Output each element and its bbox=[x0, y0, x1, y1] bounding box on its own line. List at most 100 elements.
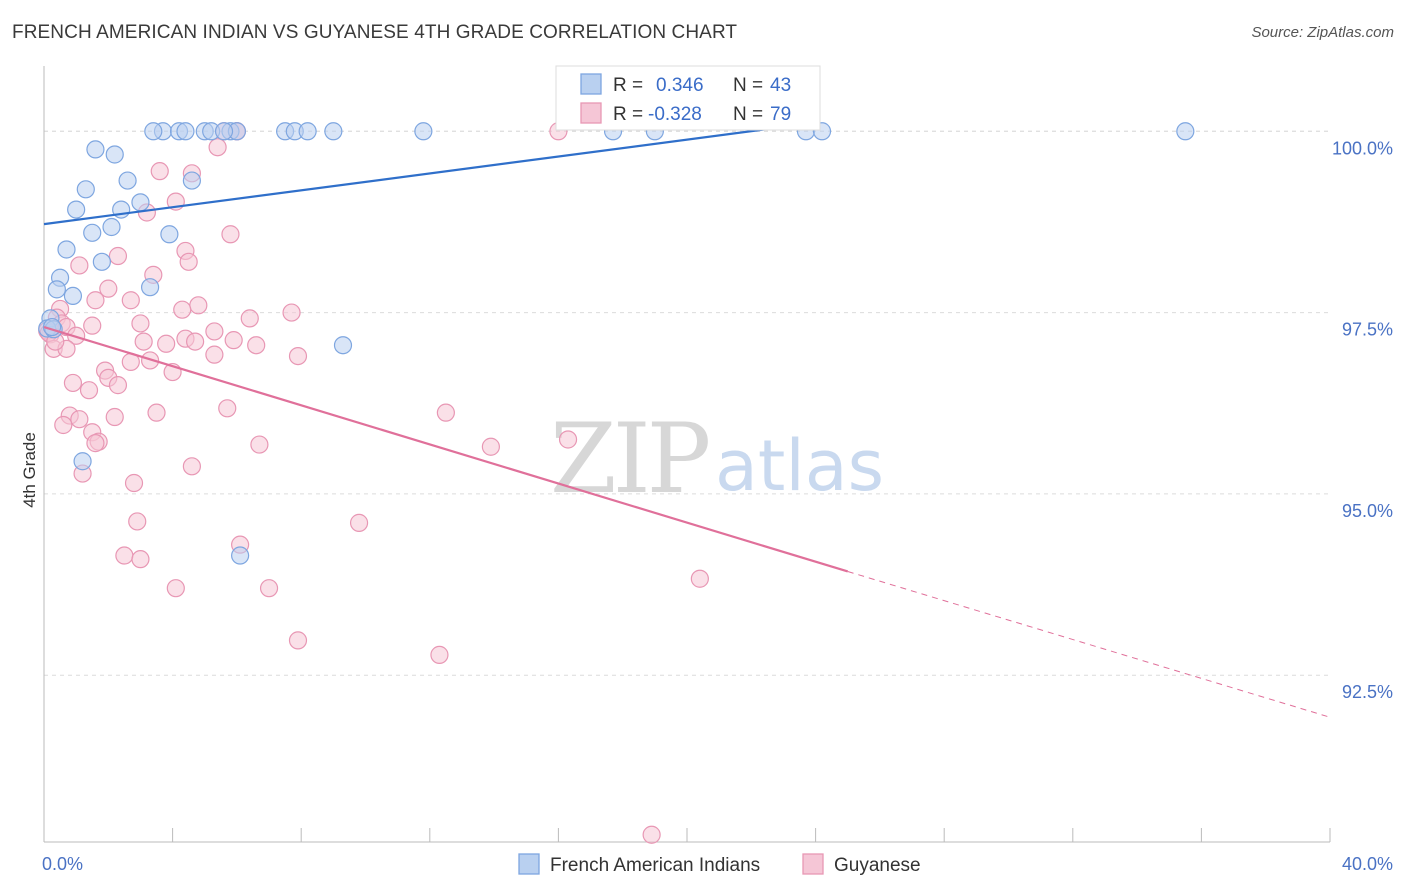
point-guyanese-61 bbox=[182, 457, 201, 476]
point-guyanese-3 bbox=[208, 138, 227, 157]
point-guyanese-58 bbox=[250, 435, 269, 454]
point-french-11 bbox=[324, 122, 343, 141]
point-guyanese-63 bbox=[124, 473, 144, 493]
watermark-atlas-text: atlas bbox=[715, 425, 884, 507]
point-guyanese-24 bbox=[131, 314, 150, 333]
stats-swatch-guyanese bbox=[580, 102, 602, 124]
point-french-17 bbox=[1176, 122, 1195, 141]
point-french-40 bbox=[73, 452, 92, 471]
legend-swatch-guyanese bbox=[802, 853, 824, 875]
point-guyanese-15 bbox=[86, 291, 105, 310]
point-guyanese-48 bbox=[218, 399, 237, 418]
point-french-34 bbox=[63, 286, 83, 305]
point-guyanese-16 bbox=[121, 291, 140, 310]
point-guyanese-22 bbox=[240, 309, 259, 328]
chart-title: FRENCH AMERICAN INDIAN VS GUYANESE 4TH G… bbox=[12, 22, 738, 43]
point-guyanese-60 bbox=[558, 430, 578, 449]
point-french-39 bbox=[333, 336, 353, 355]
point-guyanese-49 bbox=[147, 403, 166, 422]
stats-n-label-french: N = bbox=[733, 75, 763, 96]
point-french-30 bbox=[92, 252, 111, 271]
data-points bbox=[38, 122, 1195, 844]
point-guyanese-32 bbox=[224, 331, 243, 350]
point-french-29 bbox=[57, 240, 76, 259]
point-guyanese-17 bbox=[189, 296, 208, 315]
legend-label-french: French American Indians bbox=[550, 855, 760, 876]
axes bbox=[43, 66, 1331, 843]
point-french-19 bbox=[105, 145, 124, 164]
point-guyanese-14 bbox=[99, 279, 118, 298]
stats-r-value-guyanese: -0.328 bbox=[648, 104, 702, 125]
grid-lines bbox=[44, 130, 1330, 676]
point-guyanese-69 bbox=[690, 569, 709, 588]
point-french-28 bbox=[160, 225, 179, 244]
point-french-32 bbox=[47, 280, 66, 299]
point-guyanese-71 bbox=[259, 579, 279, 598]
y-tick-label-0: 100.0% bbox=[1332, 138, 1393, 158]
point-guyanese-34 bbox=[157, 334, 176, 353]
point-guyanese-35 bbox=[247, 336, 266, 355]
point-guyanese-20 bbox=[282, 303, 301, 322]
y-axis-label: 4th Grade bbox=[20, 432, 39, 508]
point-guyanese-50 bbox=[436, 403, 455, 422]
point-french-4 bbox=[144, 122, 163, 141]
point-guyanese-27 bbox=[205, 322, 224, 341]
chart-source: Source: ZipAtlas.com bbox=[1251, 24, 1394, 41]
point-guyanese-68 bbox=[131, 550, 150, 569]
stats-n-value-guyanese: 79 bbox=[770, 104, 791, 125]
trend-lines bbox=[43, 128, 1331, 718]
point-guyanese-65 bbox=[349, 513, 369, 532]
point-french-12 bbox=[414, 122, 433, 141]
point-guyanese-8 bbox=[221, 225, 240, 244]
point-guyanese-10 bbox=[108, 246, 128, 266]
trend-line-guyanese bbox=[43, 326, 849, 573]
point-guyanese-31 bbox=[186, 332, 205, 351]
point-french-10 bbox=[298, 122, 317, 141]
point-guyanese-38 bbox=[205, 345, 224, 364]
point-guyanese-74 bbox=[642, 825, 661, 844]
point-french-26 bbox=[102, 217, 121, 237]
point-guyanese-73 bbox=[430, 645, 449, 664]
watermark: ZIP atlas bbox=[550, 403, 884, 515]
x-tick-label-1: 40.0% bbox=[1342, 854, 1393, 874]
legend-label-guyanese: Guyanese bbox=[834, 855, 921, 876]
trend-line-dashed-guyanese bbox=[847, 571, 1331, 718]
point-french-42 bbox=[214, 122, 234, 141]
point-guyanese-54 bbox=[54, 415, 73, 435]
point-guyanese-70 bbox=[166, 579, 185, 598]
point-guyanese-47 bbox=[79, 381, 99, 400]
legend: French American Indians Guyanese bbox=[518, 853, 921, 876]
point-french-24 bbox=[67, 200, 86, 219]
trend-line-french bbox=[43, 128, 768, 226]
y-tick-label-3: 92.5% bbox=[1342, 682, 1393, 702]
point-french-21 bbox=[182, 171, 201, 190]
point-guyanese-57 bbox=[86, 434, 105, 453]
x-tick-label-0: 0.0% bbox=[42, 854, 83, 874]
x-tick-labels: 0.0% 40.0% bbox=[42, 854, 1393, 874]
stats-r-label-guyanese: R = bbox=[613, 104, 643, 125]
point-french-20 bbox=[118, 171, 137, 190]
legend-swatch-french bbox=[518, 853, 540, 875]
y-tick-labels: 100.0% 97.5% 95.0% 92.5% bbox=[1332, 138, 1393, 702]
point-guyanese-72 bbox=[288, 631, 308, 650]
point-guyanese-59 bbox=[481, 437, 500, 456]
point-guyanese-25 bbox=[83, 316, 102, 335]
point-guyanese-33 bbox=[134, 332, 153, 351]
point-french-33 bbox=[140, 278, 160, 297]
point-french-41 bbox=[231, 546, 250, 565]
stats-box: R = 0.346 N = 43 R = -0.328 N = 79 bbox=[555, 65, 821, 131]
y-tick-label-1: 97.5% bbox=[1342, 320, 1393, 340]
point-guyanese-4 bbox=[150, 162, 169, 181]
stats-r-label-french: R = bbox=[613, 75, 643, 96]
point-guyanese-39 bbox=[288, 346, 308, 366]
point-guyanese-19 bbox=[173, 300, 192, 319]
point-french-23 bbox=[131, 193, 150, 212]
point-french-18 bbox=[86, 140, 105, 159]
point-guyanese-67 bbox=[115, 546, 134, 565]
stats-n-label-guyanese: N = bbox=[733, 104, 763, 125]
y-tick-label-2: 95.0% bbox=[1342, 501, 1393, 521]
stats-r-value-french: 0.346 bbox=[656, 75, 704, 96]
stats-swatch-french bbox=[580, 73, 602, 95]
point-french-22 bbox=[76, 180, 95, 199]
